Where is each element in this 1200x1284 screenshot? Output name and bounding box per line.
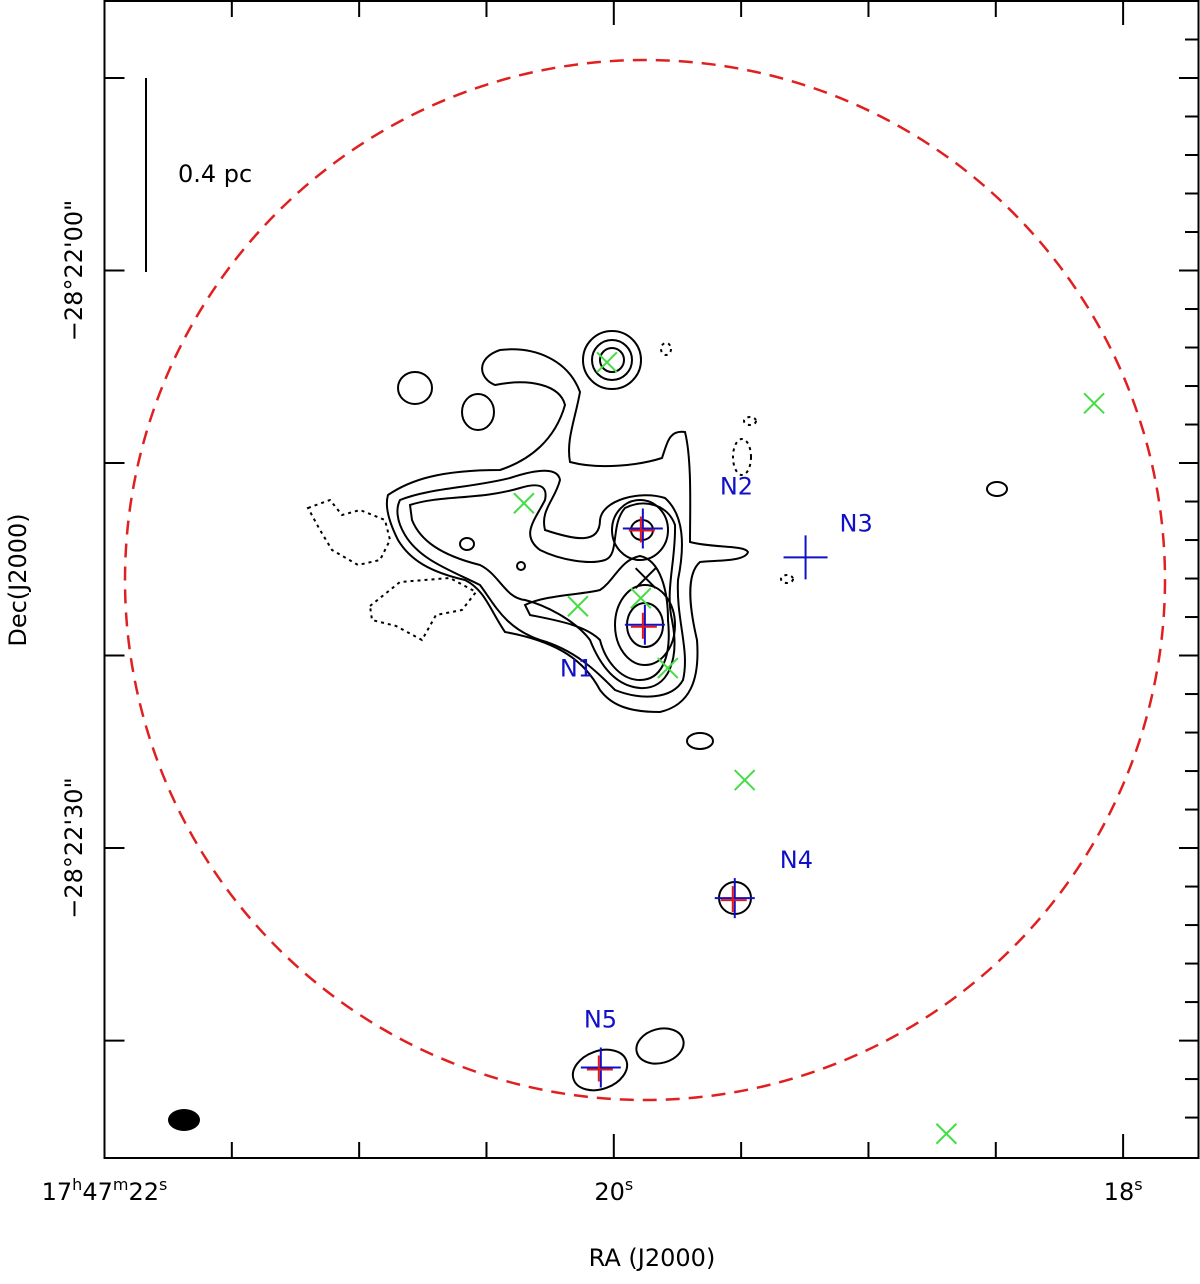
y-tick-label: −28°22'00" [60,200,88,341]
red-cross [630,612,657,639]
green-crosses [596,351,618,374]
green-crosses [630,587,652,609]
source-label: N5 [584,1006,617,1034]
green-crosses [1083,392,1105,415]
source-marker [622,508,663,549]
green-crosses [733,769,756,791]
green-crosses [567,595,589,617]
red-cross [586,1055,613,1082]
scale-bar-label: 0.4 pc [178,160,252,188]
x-tick-label: 17h47m22s [42,1175,168,1206]
x-axis-label: RA (J2000) [589,1244,716,1272]
contours [306,330,1008,1092]
source-marker [624,604,665,645]
green-crosses [935,1123,958,1145]
red-cross [628,516,655,543]
beam [168,1109,200,1131]
blue-cross [714,878,755,919]
field-circle [123,58,1167,1102]
source-marker [783,535,828,580]
source-marker [714,878,755,919]
green-crosses [657,657,679,679]
source-label: N3 [840,509,873,537]
y-tick-label: −28°22'30" [60,777,88,918]
plot-frame [103,0,1200,1159]
x-tick-label: 18s [1104,1175,1143,1206]
y-axis-label: Dec(J2000) [4,513,32,646]
green-crosses [513,492,535,514]
source-marker [580,1047,621,1088]
black-cross [634,567,657,589]
blue-cross [580,1047,621,1088]
blue-cross [624,604,665,645]
blue-cross [783,535,828,580]
source-label: N4 [780,846,813,874]
source-label: N1 [560,655,593,683]
x-tick-label: 20s [594,1175,633,1206]
red-cross [720,886,747,913]
blue-cross [622,508,663,549]
source-label: N2 [720,472,753,500]
